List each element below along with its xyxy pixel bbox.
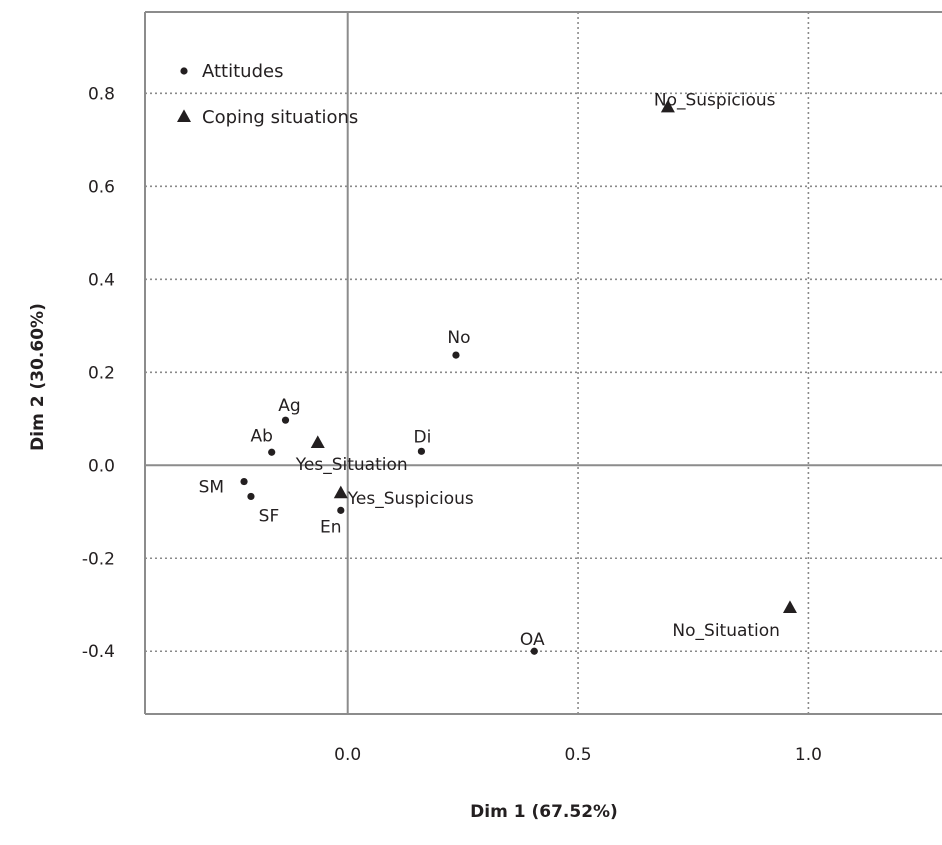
- point-di: [417, 447, 426, 455]
- y-tick-label: 0.6: [88, 177, 115, 197]
- legend-marker-attitudes: [180, 67, 188, 75]
- point-no-suspicious: [660, 99, 675, 113]
- label-no-situation: No_Situation: [672, 621, 780, 641]
- point-no-situation: [782, 600, 797, 614]
- data-points: Ag Ab SM SF En Di No OA Yes_Situation Yes_Suspici…: [199, 90, 797, 655]
- label-yes-suspicious: Yes_Suspicious: [347, 489, 474, 509]
- label-ab: Ab: [250, 426, 272, 446]
- grid-lines: [145, 12, 942, 714]
- x-tick-label: 0.0: [334, 745, 361, 765]
- legend-label-attitudes: Attitudes: [202, 61, 283, 82]
- label-oa: OA: [520, 630, 545, 650]
- y-tick-label: -0.4: [82, 642, 115, 662]
- plot-frame: [144, 11, 942, 715]
- y-axis-title: Dim 2 (30.60%): [28, 303, 48, 451]
- x-tick-label: 1.0: [795, 745, 822, 765]
- point-en: [337, 506, 345, 514]
- point-sf: [247, 492, 255, 501]
- label-no-suspicious: No_Suspicious: [654, 90, 776, 110]
- label-no: No: [447, 328, 470, 348]
- label-ag: Ag: [278, 396, 300, 416]
- point-ab: [268, 448, 276, 456]
- point-oa: [530, 647, 538, 655]
- y-tick-label: -0.2: [82, 549, 115, 569]
- legend-label-coping-situations: Coping situations: [202, 107, 358, 128]
- label-di: Di: [414, 427, 432, 447]
- x-tick-label: 0.5: [565, 745, 592, 765]
- label-sm: SM: [199, 478, 224, 498]
- tick-labels: 0.8 0.6 0.4 0.2 0.0 -0.2 -0.4 0.0 0.5 1.0: [82, 84, 822, 765]
- point-sm: [240, 477, 248, 486]
- point-no: [452, 351, 460, 359]
- y-tick-label: 0.8: [88, 84, 115, 104]
- label-sf: SF: [259, 506, 280, 526]
- y-tick-label: 0.2: [88, 363, 115, 383]
- y-tick-label: 0.0: [88, 456, 115, 476]
- point-ag: [281, 416, 290, 424]
- point-yes-situation: [310, 435, 325, 448]
- legend-marker-coping-situations: [177, 109, 191, 122]
- label-en: En: [320, 517, 342, 537]
- legend: Attitudes Coping situations: [177, 61, 358, 128]
- label-yes-situation: Yes_Situation: [295, 455, 408, 475]
- point-yes-suspicious: [333, 485, 348, 499]
- x-axis-title: Dim 1 (67.52%): [470, 802, 618, 822]
- y-tick-label: 0.4: [88, 270, 115, 290]
